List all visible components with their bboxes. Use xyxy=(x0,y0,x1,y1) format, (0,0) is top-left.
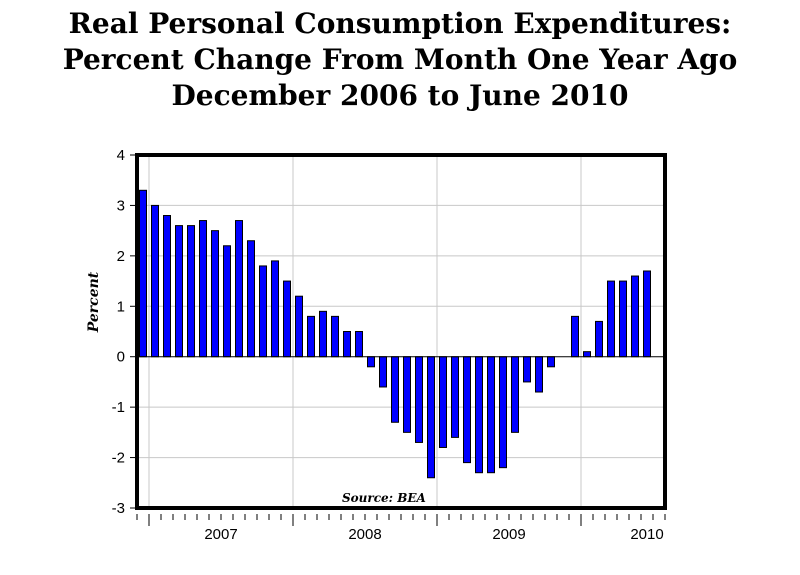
plot-frame xyxy=(135,153,667,510)
bar xyxy=(487,356,495,474)
x-tick-label: 2007 xyxy=(204,526,237,543)
bar xyxy=(247,240,255,358)
bar xyxy=(475,356,483,474)
bar xyxy=(175,225,183,358)
bar xyxy=(187,225,195,358)
bar xyxy=(571,315,579,358)
x-tick-label: 2008 xyxy=(348,526,381,543)
bar xyxy=(451,356,459,438)
y-axis-label: Percent xyxy=(86,271,102,333)
y-tick-label: 2 xyxy=(117,248,125,265)
bar xyxy=(223,245,231,358)
bar xyxy=(283,280,291,358)
bars xyxy=(139,189,651,479)
source-note: Source: BEA xyxy=(342,491,426,505)
y-tick-label: 0 xyxy=(117,349,125,366)
bar xyxy=(427,356,435,479)
y-tick-label: 1 xyxy=(117,298,125,315)
bar xyxy=(307,315,315,358)
bar xyxy=(619,280,627,358)
bar xyxy=(199,220,207,358)
bar xyxy=(523,356,531,383)
bar xyxy=(235,220,243,358)
bar xyxy=(535,356,543,393)
bar xyxy=(595,320,603,358)
bar xyxy=(607,280,615,358)
bar xyxy=(415,356,423,443)
y-tick-label: 3 xyxy=(117,197,125,214)
title-line-1: Real Personal Consumption Expenditures: xyxy=(68,7,732,40)
bar xyxy=(403,356,411,433)
y-tick-label: 4 xyxy=(117,147,125,164)
axes: 4 3 2 1 0 -1 -2 -3 2007 2008 2009 2010 xyxy=(112,147,667,543)
bar xyxy=(643,270,651,358)
bar xyxy=(547,356,555,368)
bar xyxy=(331,315,339,358)
bar xyxy=(439,356,447,448)
y-tick-label: -3 xyxy=(112,500,125,517)
bar xyxy=(151,204,159,358)
y-tick-label: -2 xyxy=(112,450,125,467)
x-tick-label: 2009 xyxy=(492,526,525,543)
bar xyxy=(379,356,387,388)
bar xyxy=(343,331,351,358)
title-line-3: December 2006 to June 2010 xyxy=(171,79,629,112)
chart-title: Real Personal Consumption Expenditures: … xyxy=(0,6,800,114)
y-tick-label: -1 xyxy=(112,399,125,416)
bar xyxy=(139,189,147,358)
bar xyxy=(463,356,471,464)
bar xyxy=(211,230,219,358)
bar xyxy=(271,260,279,358)
bar xyxy=(391,356,399,423)
title-line-2: Percent Change From Month One Year Ago xyxy=(62,43,738,76)
bar xyxy=(355,331,363,358)
bar xyxy=(319,310,327,358)
bar xyxy=(631,275,639,358)
bar xyxy=(511,356,519,433)
bar xyxy=(295,295,303,358)
x-tick-label: 2010 xyxy=(630,526,663,543)
bar xyxy=(259,265,267,358)
bar xyxy=(163,215,171,358)
bar xyxy=(367,356,375,368)
bar xyxy=(499,356,507,469)
bar xyxy=(583,351,591,358)
